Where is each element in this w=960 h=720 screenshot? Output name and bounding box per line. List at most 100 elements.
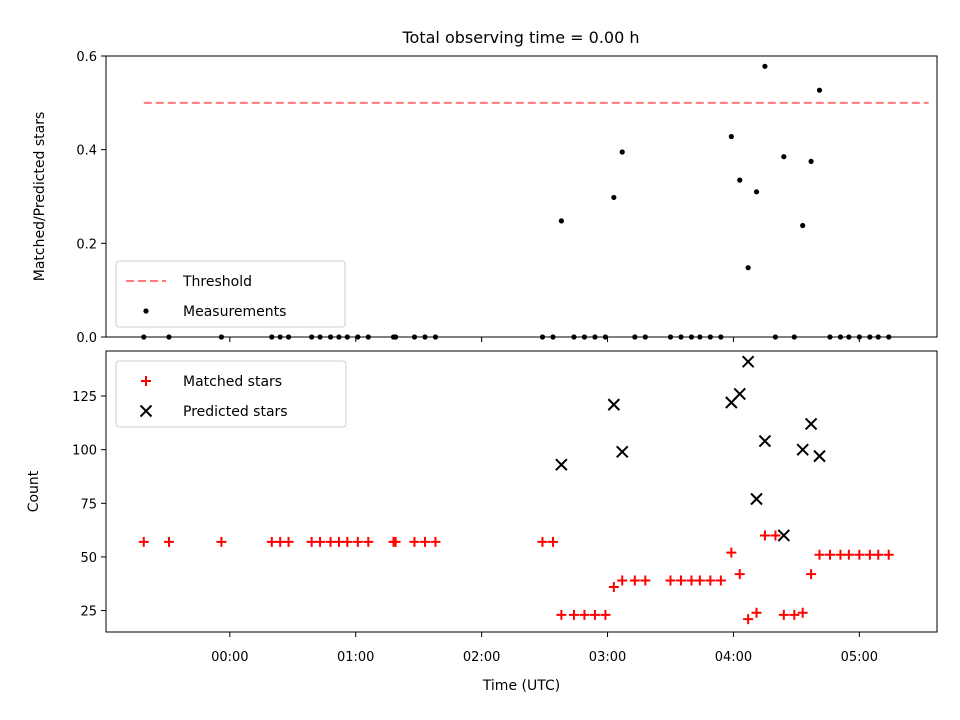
matched-star-point bbox=[617, 575, 628, 586]
legend-label: Threshold bbox=[182, 274, 252, 290]
matched-star-point bbox=[640, 575, 651, 586]
axes-frame bbox=[105, 350, 938, 633]
y-tick-label: 0.4 bbox=[76, 144, 97, 159]
predicted-star-point bbox=[777, 529, 791, 542]
legend-box bbox=[115, 360, 347, 428]
y-axis-label: Matched/Predicted stars bbox=[32, 112, 48, 282]
measurement-point bbox=[269, 334, 275, 340]
measurement-point bbox=[365, 334, 371, 340]
matched-star-point bbox=[216, 536, 227, 547]
y-tick-label: 0.0 bbox=[76, 331, 97, 346]
measurement-point bbox=[392, 334, 399, 340]
matched-star-point bbox=[315, 536, 326, 547]
axes-frame bbox=[105, 55, 938, 338]
measurement-point bbox=[707, 334, 713, 340]
measurement-point bbox=[355, 334, 361, 340]
matched-star-point bbox=[568, 609, 579, 620]
matched-star-point bbox=[419, 536, 430, 547]
matched-star-point bbox=[579, 609, 590, 620]
y-tick-label: 25 bbox=[80, 605, 97, 620]
matched-star-point bbox=[342, 536, 353, 547]
legend-swatch-predicted bbox=[139, 404, 153, 418]
measurement-point bbox=[327, 334, 334, 340]
legend-swatch-matched bbox=[141, 376, 151, 386]
measurement-point bbox=[697, 334, 703, 340]
x-axis-label: Time (UTC) bbox=[482, 678, 560, 694]
matched-star-point bbox=[266, 536, 277, 547]
measurement-point bbox=[141, 334, 147, 340]
bottom-panel: 25 50 75 100 125 00:00 01:00 02:00 03:00 04:00 05:… bbox=[26, 350, 938, 694]
measurement-point bbox=[277, 334, 283, 340]
matched-star-point bbox=[864, 549, 875, 560]
matched-star-point bbox=[715, 575, 726, 586]
measurement-point bbox=[808, 158, 814, 164]
matched-star-point bbox=[751, 607, 762, 618]
measurement-point bbox=[581, 334, 588, 340]
measurement-point bbox=[753, 189, 760, 195]
matched-star-point bbox=[814, 549, 825, 560]
measurement-point bbox=[737, 177, 743, 183]
matched-star-point bbox=[556, 609, 567, 620]
measurement-point bbox=[886, 334, 892, 340]
matched-star-point bbox=[873, 549, 884, 560]
matched-star-point bbox=[629, 575, 640, 586]
measurement-point bbox=[718, 334, 724, 340]
measurement-point bbox=[411, 334, 418, 340]
predicted-star-point bbox=[750, 492, 763, 506]
measurement-point bbox=[678, 334, 684, 340]
matched-star-point bbox=[778, 609, 789, 620]
x-tick-label: 04:00 bbox=[715, 650, 752, 665]
matched-star-point bbox=[589, 609, 600, 620]
predicted-star-point bbox=[733, 387, 746, 401]
measurement-point bbox=[688, 334, 695, 340]
measurement-point bbox=[875, 334, 881, 340]
matched-star-point bbox=[537, 536, 548, 547]
figure-title: Total observing time = 0.00 h bbox=[401, 28, 639, 47]
x-tick-label: 05:00 bbox=[841, 650, 878, 665]
x-tick-label: 03:00 bbox=[589, 650, 626, 665]
measurement-point bbox=[745, 265, 751, 271]
matched-star-point bbox=[547, 536, 558, 547]
matched-star-point bbox=[665, 575, 676, 586]
legend: Threshold Measurements bbox=[115, 260, 346, 328]
measurement-point bbox=[781, 154, 787, 160]
matched-star-point bbox=[306, 536, 317, 547]
measurement-point bbox=[632, 334, 638, 340]
matched-star-point bbox=[138, 536, 149, 547]
measurement-point bbox=[827, 334, 833, 340]
matched-star-point bbox=[686, 575, 697, 586]
matched-star-point bbox=[797, 607, 808, 618]
y-tick-label: 0.6 bbox=[76, 50, 97, 65]
matched-star-point bbox=[409, 536, 420, 547]
matched-star-point bbox=[843, 549, 854, 560]
measurement-point bbox=[816, 87, 823, 93]
measurement-point bbox=[837, 334, 844, 340]
y-tick-label: 125 bbox=[72, 390, 97, 405]
matched-star-point bbox=[390, 536, 401, 547]
predicted-star-point bbox=[607, 398, 621, 411]
measurement-point bbox=[800, 222, 806, 229]
legend-label: Measurements bbox=[183, 304, 286, 320]
predicted-star-point bbox=[796, 443, 809, 456]
y-axis-label: Count bbox=[26, 470, 42, 512]
matched-star-point bbox=[743, 614, 754, 625]
matched-star-point bbox=[734, 569, 745, 580]
measurement-point bbox=[592, 334, 598, 340]
measurement-point bbox=[728, 133, 734, 140]
y-tick-label: 100 bbox=[72, 444, 97, 459]
measurement-point bbox=[571, 334, 577, 340]
legend-swatch-measurements bbox=[143, 308, 149, 314]
matched-star-point bbox=[675, 575, 686, 586]
predicted-star-point bbox=[555, 458, 568, 471]
matched-star-point bbox=[333, 536, 344, 547]
x-tick-label: 00:00 bbox=[211, 650, 248, 665]
predicted-star-point bbox=[813, 449, 826, 463]
measurement-point bbox=[791, 334, 797, 340]
measurement-point bbox=[539, 334, 546, 340]
measurement-point bbox=[846, 334, 852, 340]
matched-star-point bbox=[283, 536, 294, 547]
measurement-point bbox=[550, 334, 556, 340]
matched-star-point bbox=[789, 609, 800, 620]
measurement-point bbox=[218, 334, 225, 340]
